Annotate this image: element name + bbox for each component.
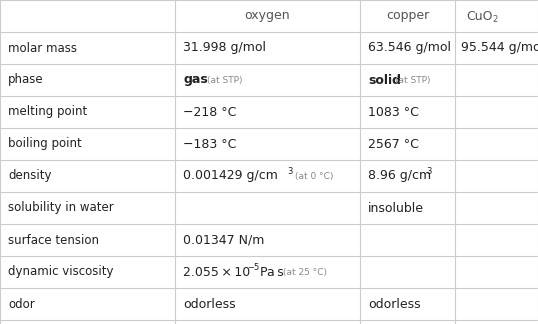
- Text: 2567 °C: 2567 °C: [368, 137, 419, 151]
- Text: surface tension: surface tension: [8, 234, 99, 247]
- Text: insoluble: insoluble: [368, 202, 424, 214]
- Text: 3: 3: [287, 168, 292, 177]
- Text: (at STP): (at STP): [395, 75, 430, 85]
- Text: 0.001429 g/cm: 0.001429 g/cm: [183, 169, 278, 182]
- Text: (at 25 °C): (at 25 °C): [283, 268, 327, 276]
- Text: solid: solid: [368, 74, 401, 87]
- Text: melting point: melting point: [8, 106, 87, 119]
- Text: solubility in water: solubility in water: [8, 202, 114, 214]
- Text: odorless: odorless: [183, 297, 236, 310]
- Text: molar mass: molar mass: [8, 41, 77, 54]
- Text: 95.544 g/mol: 95.544 g/mol: [461, 41, 538, 54]
- Text: boiling point: boiling point: [8, 137, 82, 151]
- Text: 1083 °C: 1083 °C: [368, 106, 419, 119]
- Text: −183 °C: −183 °C: [183, 137, 236, 151]
- Text: dynamic viscosity: dynamic viscosity: [8, 265, 114, 279]
- Text: (at STP): (at STP): [207, 75, 243, 85]
- Text: 31.998 g/mol: 31.998 g/mol: [183, 41, 266, 54]
- Text: 3: 3: [426, 168, 431, 177]
- Text: 63.546 g/mol: 63.546 g/mol: [368, 41, 451, 54]
- Text: phase: phase: [8, 74, 44, 87]
- Text: 0.01347 N/m: 0.01347 N/m: [183, 234, 264, 247]
- Text: −5: −5: [247, 263, 259, 272]
- Text: 2: 2: [492, 15, 498, 24]
- Text: odorless: odorless: [368, 297, 421, 310]
- Text: (at 0 °C): (at 0 °C): [295, 171, 334, 180]
- Text: density: density: [8, 169, 52, 182]
- Text: copper: copper: [386, 9, 429, 22]
- Text: Pa s: Pa s: [256, 265, 284, 279]
- Text: 8.96 g/cm: 8.96 g/cm: [368, 169, 431, 182]
- Text: oxygen: oxygen: [245, 9, 291, 22]
- Text: 2.055 × 10: 2.055 × 10: [183, 265, 250, 279]
- Text: gas: gas: [183, 74, 208, 87]
- Text: odor: odor: [8, 297, 35, 310]
- Text: CuO: CuO: [466, 9, 492, 22]
- Text: −218 °C: −218 °C: [183, 106, 236, 119]
